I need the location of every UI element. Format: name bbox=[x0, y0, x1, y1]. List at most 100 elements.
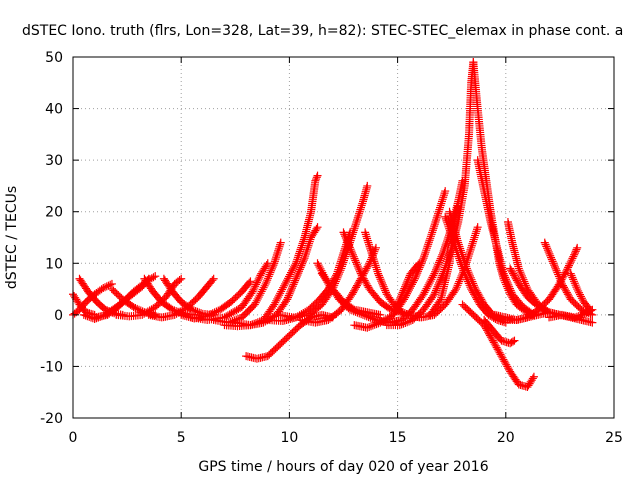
data-point bbox=[497, 352, 506, 361]
y-tick-label: -20 bbox=[40, 411, 63, 427]
data-point bbox=[498, 353, 507, 362]
data-point bbox=[368, 251, 377, 260]
data-point bbox=[507, 266, 516, 275]
data-point bbox=[348, 290, 357, 299]
data-point bbox=[366, 244, 375, 253]
data-point bbox=[275, 291, 284, 300]
data-point bbox=[265, 270, 274, 279]
data-point bbox=[437, 252, 446, 261]
data-point bbox=[394, 297, 403, 306]
series-35 bbox=[480, 316, 519, 348]
data-point bbox=[420, 288, 429, 297]
data-point bbox=[518, 273, 527, 282]
data-point bbox=[420, 252, 429, 261]
data-point bbox=[177, 274, 186, 283]
data-point bbox=[421, 286, 430, 295]
data-point bbox=[351, 285, 360, 294]
data-point bbox=[506, 264, 515, 273]
data-point bbox=[253, 276, 262, 285]
x-tick-label: 0 bbox=[69, 430, 78, 446]
data-point bbox=[434, 209, 443, 218]
data-point bbox=[435, 256, 444, 265]
data-point bbox=[234, 305, 243, 314]
data-point bbox=[455, 277, 464, 286]
data-point bbox=[428, 228, 437, 237]
data-point bbox=[548, 257, 557, 266]
data-point bbox=[285, 272, 294, 281]
data-point bbox=[297, 261, 306, 270]
data-point bbox=[422, 246, 431, 255]
data-point bbox=[424, 280, 433, 289]
data-point bbox=[365, 240, 374, 249]
data-point bbox=[344, 239, 353, 248]
data-point bbox=[232, 306, 241, 315]
data-point bbox=[295, 267, 304, 276]
data-point bbox=[415, 259, 424, 268]
data-point bbox=[355, 207, 364, 216]
data-point bbox=[554, 272, 563, 281]
data-point bbox=[471, 285, 480, 294]
data-point bbox=[349, 228, 358, 237]
data-point bbox=[289, 280, 298, 289]
data-point bbox=[553, 268, 562, 277]
data-point bbox=[361, 278, 370, 287]
data-point bbox=[341, 232, 350, 241]
data-point bbox=[351, 220, 360, 229]
data-point bbox=[405, 317, 414, 326]
data-point bbox=[275, 242, 284, 251]
data-point bbox=[281, 279, 290, 288]
data-point bbox=[362, 264, 371, 273]
data-point bbox=[473, 223, 482, 232]
data-point bbox=[562, 267, 571, 276]
data-point bbox=[494, 346, 503, 355]
data-point bbox=[273, 248, 282, 257]
data-point bbox=[357, 203, 366, 212]
data-point bbox=[562, 288, 571, 297]
data-point bbox=[362, 232, 371, 241]
data-point bbox=[528, 374, 537, 383]
data-point bbox=[462, 264, 471, 273]
data-point bbox=[342, 235, 351, 244]
series-18 bbox=[274, 181, 372, 322]
data-point bbox=[279, 283, 288, 292]
data-point bbox=[571, 281, 580, 290]
data-point bbox=[151, 272, 160, 281]
data-point bbox=[487, 334, 496, 343]
data-point bbox=[355, 265, 364, 274]
data-point bbox=[435, 205, 444, 214]
data-point bbox=[568, 254, 577, 263]
data-point bbox=[370, 315, 379, 324]
data-point bbox=[436, 275, 445, 284]
data-point bbox=[370, 320, 379, 329]
data-point bbox=[248, 287, 257, 296]
data-point bbox=[79, 310, 88, 319]
data-point bbox=[274, 244, 283, 253]
data-point bbox=[511, 274, 520, 283]
data-point bbox=[352, 260, 361, 269]
data-point bbox=[285, 270, 294, 279]
data-point bbox=[433, 211, 442, 220]
data-point bbox=[543, 244, 552, 253]
data-point bbox=[492, 343, 501, 352]
data-point bbox=[376, 275, 385, 284]
data-point bbox=[424, 240, 433, 249]
data-point bbox=[378, 280, 387, 289]
data-point bbox=[259, 283, 268, 292]
data-point bbox=[569, 275, 578, 284]
data-point bbox=[352, 281, 361, 290]
data-point bbox=[475, 291, 484, 300]
data-point bbox=[516, 268, 525, 277]
y-tick-label: 20 bbox=[45, 205, 63, 221]
data-point bbox=[440, 189, 449, 198]
data-point bbox=[287, 266, 296, 275]
data-point bbox=[189, 306, 198, 315]
data-point bbox=[274, 293, 283, 302]
data-point bbox=[424, 238, 433, 247]
data-point bbox=[434, 260, 443, 269]
series-15 bbox=[231, 223, 322, 330]
ticks: 0 5 10 15 20 25 -20 -10 0 10 20 30 40 50 bbox=[40, 50, 623, 446]
data-point bbox=[390, 307, 399, 316]
data-point bbox=[367, 322, 376, 331]
data-point bbox=[466, 245, 475, 254]
data-point bbox=[214, 306, 223, 315]
